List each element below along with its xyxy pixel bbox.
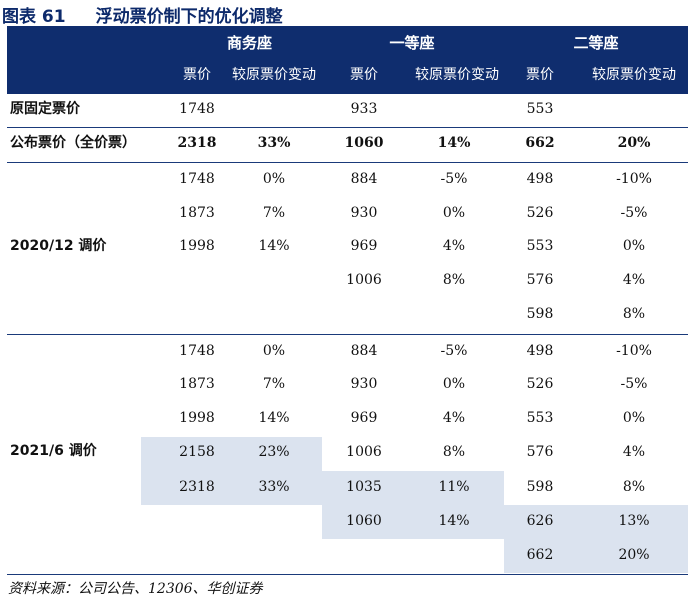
- row-label-2020: 2020/12 调价: [10, 238, 107, 254]
- table-header: 商务座 一等座 二等座 票价 较原票价变动 票价 较原票价变动 票价 较原票价变…: [7, 26, 688, 94]
- adj2021-r1-biz-price: 1873: [179, 376, 215, 392]
- adj2021-r6-second-price: 662: [526, 547, 554, 563]
- adj2020-r2-second-price: 553: [526, 238, 554, 254]
- adj2021-r3-second-change: 4%: [622, 444, 646, 460]
- original-second-price: 553: [526, 101, 554, 117]
- adj2021-r2-second-price: 553: [526, 410, 554, 426]
- adj2020-r0-biz-price: 1748: [179, 171, 215, 187]
- adj2021-r3-biz-price: 2158: [179, 444, 215, 460]
- adj2021-r5-first-price: 1060: [346, 513, 382, 529]
- adj2021-r5-second-change: 13%: [618, 513, 650, 529]
- adj2020-r3-second-price: 576: [526, 272, 554, 288]
- col-header-second-change: 较原票价变动: [592, 67, 676, 83]
- adj2021-r5-second-price: 626: [526, 513, 554, 529]
- row-divider: [7, 334, 688, 335]
- adj2020-r2-biz-price: 1998: [179, 238, 215, 254]
- adj2021-r1-first-price: 930: [350, 376, 378, 392]
- adj2021-r0-biz-change: 0%: [262, 343, 286, 359]
- adj2021-r0-biz-price: 1748: [179, 343, 215, 359]
- adj2021-r3-biz-change: 23%: [258, 444, 290, 460]
- row-label-2021: 2021/6 调价: [10, 443, 97, 459]
- adj2021-r5-first-change: 14%: [438, 513, 470, 529]
- adj2021-r4-biz-change: 33%: [258, 479, 290, 495]
- published-second-change: 20%: [617, 135, 651, 151]
- adj2020-r2-first-price: 969: [350, 238, 378, 254]
- adj2020-r0-second-price: 498: [526, 171, 554, 187]
- adj2020-r2-second-change: 0%: [622, 238, 646, 254]
- table-bottom-rule: [7, 574, 688, 575]
- col-header-second-price: 票价: [526, 67, 554, 83]
- adj2020-r4-second-change: 8%: [622, 306, 646, 322]
- adj2021-r2-biz-price: 1998: [179, 410, 215, 426]
- adj2020-r1-biz-price: 1873: [179, 205, 215, 221]
- highlight-second-2021: [504, 505, 688, 573]
- original-first-price: 933: [350, 101, 378, 117]
- adj2021-r3-first-change: 8%: [442, 444, 466, 460]
- adj2020-r0-second-change: -10%: [616, 171, 652, 187]
- group-header-first: 一等座: [389, 34, 435, 52]
- col-header-first-price: 票价: [350, 67, 378, 83]
- figure-title: 图表 61 浮动票价制下的优化调整: [2, 2, 283, 27]
- adj2020-r2-first-change: 4%: [442, 238, 466, 254]
- row-label-original: 原固定票价: [10, 101, 80, 117]
- row-divider: [7, 127, 688, 128]
- adj2021-r0-first-change: -5%: [440, 343, 468, 359]
- col-header-biz-price: 票价: [183, 67, 211, 83]
- adj2020-r3-first-price: 1006: [346, 272, 382, 288]
- adj2021-r2-biz-change: 14%: [258, 410, 290, 426]
- published-biz-price: 2318: [177, 135, 217, 151]
- published-first-price: 1060: [344, 135, 384, 151]
- adj2021-r2-first-price: 969: [350, 410, 378, 426]
- original-biz-price: 1748: [179, 101, 215, 117]
- source-note: 资料来源：公司公告、12306、华创证券: [8, 581, 263, 597]
- adj2021-r1-second-price: 526: [526, 376, 554, 392]
- row-divider: [7, 162, 688, 163]
- adj2021-r1-first-change: 0%: [442, 376, 466, 392]
- figure-caption: 浮动票价制下的优化调整: [95, 7, 283, 27]
- adj2021-r0-second-price: 498: [526, 343, 554, 359]
- adj2021-r1-second-change: -5%: [620, 376, 648, 392]
- figure-number: 图表 61: [2, 7, 66, 27]
- adj2020-r3-first-change: 8%: [442, 272, 466, 288]
- adj2020-r1-second-change: -5%: [620, 205, 648, 221]
- adj2021-r2-second-change: 0%: [622, 410, 646, 426]
- published-second-price: 662: [525, 135, 555, 151]
- adj2021-r2-first-change: 4%: [442, 410, 466, 426]
- adj2021-r6-second-change: 20%: [618, 547, 650, 563]
- group-header-second: 二等座: [573, 34, 619, 52]
- adj2021-r4-second-change: 8%: [622, 479, 646, 495]
- adj2021-r4-second-price: 598: [526, 479, 554, 495]
- highlight-first-2021: [322, 471, 504, 539]
- highlight-biz-2021: [141, 437, 322, 505]
- adj2021-r3-second-price: 576: [526, 444, 554, 460]
- adj2020-r1-second-price: 526: [526, 205, 554, 221]
- adj2020-r1-first-price: 930: [350, 205, 378, 221]
- adj2021-r0-second-change: -10%: [616, 343, 652, 359]
- adj2020-r0-biz-change: 0%: [262, 171, 286, 187]
- adj2020-r1-first-change: 0%: [442, 205, 466, 221]
- adj2021-r0-first-price: 884: [350, 343, 378, 359]
- row-label-published: 公布票价（全价票）: [10, 135, 136, 151]
- adj2021-r1-biz-change: 7%: [262, 376, 286, 392]
- adj2020-r0-first-price: 884: [350, 171, 378, 187]
- published-first-change: 14%: [437, 135, 471, 151]
- col-header-biz-change: 较原票价变动: [232, 67, 316, 83]
- adj2020-r1-biz-change: 7%: [262, 205, 286, 221]
- group-header-business: 商务座: [226, 34, 272, 52]
- adj2021-r3-first-price: 1006: [346, 444, 382, 460]
- col-header-first-change: 较原票价变动: [415, 67, 499, 83]
- adj2021-r4-biz-price: 2318: [179, 479, 215, 495]
- adj2020-r3-second-change: 4%: [622, 272, 646, 288]
- adj2021-r4-first-change: 11%: [438, 479, 470, 495]
- adj2020-r0-first-change: -5%: [440, 171, 468, 187]
- adj2020-r2-biz-change: 14%: [258, 238, 290, 254]
- adj2021-r4-first-price: 1035: [346, 479, 382, 495]
- published-biz-change: 33%: [257, 135, 291, 151]
- adj2020-r4-second-price: 598: [526, 306, 554, 322]
